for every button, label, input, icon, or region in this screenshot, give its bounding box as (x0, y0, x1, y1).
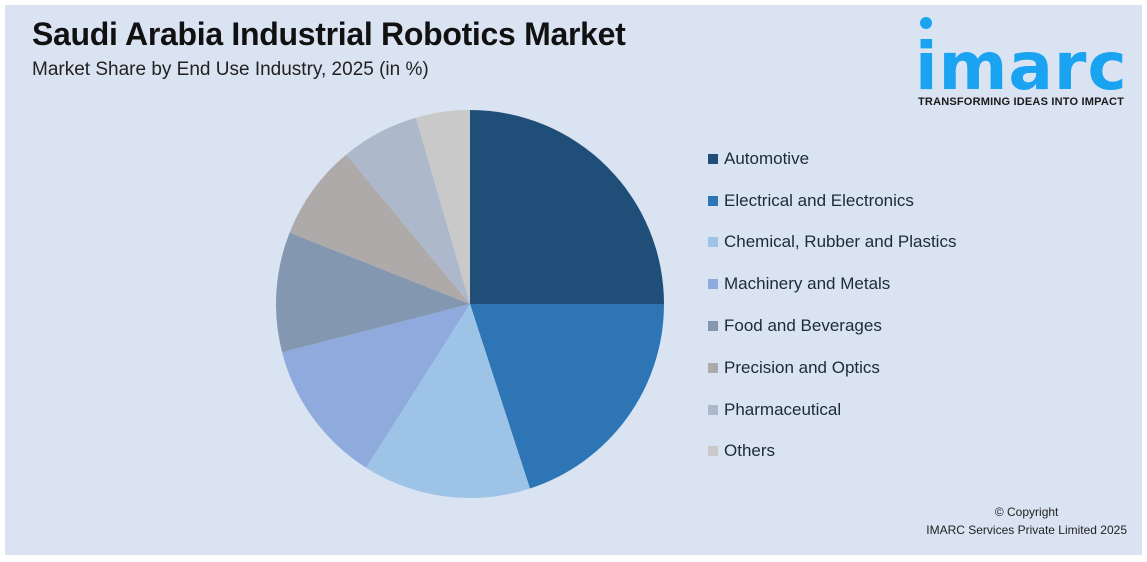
logo-wordmark: imarc (915, 28, 1128, 105)
legend-item: Others (708, 431, 956, 473)
legend-label: Others (724, 441, 776, 461)
copyright-line: © Copyright (994, 505, 1059, 519)
pie-slice-food-and-beverages (276, 232, 470, 353)
legend-item: Machinery and Metals (708, 263, 956, 305)
pie-chart (276, 110, 664, 498)
legend-item: Electrical and Electronics (708, 180, 956, 222)
chart-subtitle: Market Share by End Use Industry, 2025 (… (32, 59, 429, 80)
legend-label: Chemical, Rubber and Plastics (724, 232, 957, 252)
pie-slice-chemical-rubber-and-plastics (366, 304, 530, 498)
pie-slice-machinery-and-metals (282, 304, 470, 468)
legend-label: Pharmaceutical (724, 399, 842, 419)
legend-item: Chemical, Rubber and Plastics (708, 222, 956, 264)
legend-item: Precision and Optics (708, 347, 956, 389)
legend-item: Pharmaceutical (708, 389, 956, 431)
legend-label: Machinery and Metals (724, 274, 891, 294)
legend-item: Automotive (708, 138, 956, 180)
pie-slice-others (415, 110, 470, 304)
chart-legend: Automotive Electrical and Electronics Chem… (708, 138, 956, 472)
legend-label: Electrical and Electronics (724, 190, 914, 210)
legend-swatch-icon (708, 237, 718, 248)
legend-swatch-icon (708, 404, 718, 415)
pie-slice-electrical-and-electronics (470, 304, 664, 489)
legend-swatch-icon (708, 279, 718, 290)
legend-swatch-icon (708, 362, 718, 373)
logo-dot-icon (920, 17, 932, 29)
copyright-notice: © Copyright IMARC Services Private Limit… (926, 503, 1127, 539)
imarc-logo: imarc TRANSFORMING IDEAS INTO IMPACT (915, 14, 1135, 114)
chart-title: Saudi Arabia Industrial Robotics Market (32, 16, 626, 52)
legend-swatch-icon (708, 195, 718, 206)
legend-label: Precision and Optics (724, 357, 880, 377)
logo-tagline: TRANSFORMING IDEAS INTO IMPACT (918, 96, 1125, 108)
legend-label: Automotive (724, 148, 810, 168)
legend-swatch-icon (708, 321, 718, 332)
legend-swatch-icon (708, 153, 718, 164)
legend-item: Food and Beverages (708, 305, 956, 347)
legend-label: Food and Beverages (724, 316, 882, 336)
legend-swatch-icon (708, 446, 718, 457)
copyright-company: IMARC Services Private Limited 2025 (926, 523, 1127, 537)
pie-slice-automotive (470, 110, 664, 304)
pie-slice-precision-and-optics (289, 154, 470, 304)
pie-slice-pharmaceutical (346, 117, 470, 304)
